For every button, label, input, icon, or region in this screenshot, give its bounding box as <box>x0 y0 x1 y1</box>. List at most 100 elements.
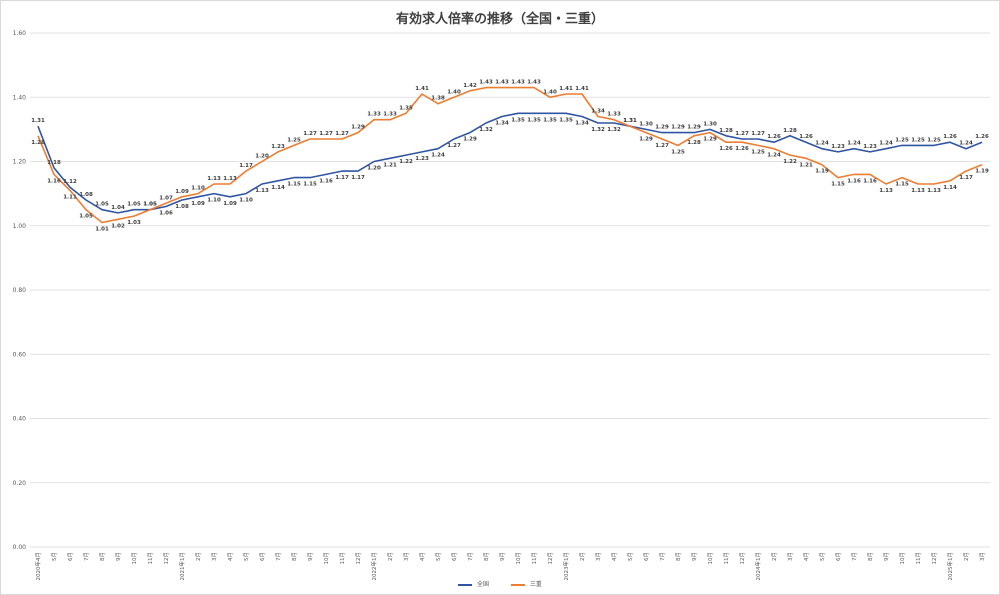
x-tick-label: 10月 <box>707 552 714 565</box>
data-label: 1.31 <box>31 118 45 124</box>
x-tick-label: 10月 <box>323 552 330 565</box>
x-tick-label: 8月 <box>291 552 298 561</box>
x-tick-label: 4月 <box>611 552 618 561</box>
x-tick-label: 2月 <box>579 552 586 561</box>
data-label: 1.28 <box>783 128 797 134</box>
legend-item-1[interactable]: 三重 <box>510 579 542 588</box>
data-label: 1.22 <box>783 159 797 165</box>
y-tick-label: 0.80 <box>13 287 27 294</box>
data-label: 1.26 <box>735 146 749 152</box>
x-tick-label: 6月 <box>643 552 650 561</box>
x-tick-label: 8月 <box>99 552 106 561</box>
data-label: 1.13 <box>207 176 221 182</box>
x-tick-label: 7月 <box>275 552 282 561</box>
legend-swatch-0 <box>458 583 473 586</box>
x-tick-label: 3月 <box>787 552 794 561</box>
data-label: 1.27 <box>735 131 749 137</box>
data-label: 1.26 <box>975 134 989 140</box>
data-label: 1.16 <box>863 178 877 184</box>
data-label: 1.31 <box>623 118 637 124</box>
x-tick-label: 6月 <box>451 552 458 561</box>
data-label: 1.24 <box>879 141 893 147</box>
data-label: 1.23 <box>831 144 845 150</box>
x-tick-label: 2021年1月 <box>178 552 186 581</box>
data-label: 1.05 <box>95 202 109 208</box>
data-labels: 1.311.181.121.081.051.041.05 1.051.061.08… <box>31 80 989 233</box>
y-tick-label: 0.60 <box>13 351 27 358</box>
x-tick-label: 12月 <box>355 552 362 565</box>
series-line-0 <box>37 112 983 214</box>
data-label: 1.23 <box>415 156 429 162</box>
data-label: 1.29 <box>463 137 477 143</box>
data-label: 1.43 <box>479 80 493 86</box>
legend-label-0: 全国 <box>477 581 490 588</box>
x-axis-ticks: 2020年4月 5月 6月 7月 8月 9月 10月 11月 12月 2021年1月 2月 3月 4月 5… <box>34 552 986 581</box>
y-tick-label: 0.00 <box>13 544 27 551</box>
x-tick-label: 11月 <box>147 552 154 565</box>
data-label: 1.12 <box>63 179 77 185</box>
x-tick-label: 4月 <box>419 552 426 561</box>
data-label: 1.43 <box>511 80 525 86</box>
x-tick-label: 2月 <box>963 552 970 561</box>
x-tick-label: 3月 <box>595 552 602 561</box>
x-tick-label: 9月 <box>499 552 506 561</box>
x-tick-label: 9月 <box>115 552 122 561</box>
x-tick-label: 11月 <box>915 552 922 565</box>
data-label: 1.20 <box>367 166 381 172</box>
data-label: 1.34 <box>495 121 509 127</box>
data-label: 1.21 <box>799 162 813 168</box>
data-label: 1.25 <box>895 137 909 143</box>
data-label: 1.10 <box>191 186 205 192</box>
data-label: 1.13 <box>879 188 893 194</box>
y-axis-ticks: 0.00 0.20 0.40 0.60 0.80 1.00 1.20 1.40 1.60 <box>13 30 27 551</box>
y-tick-label: 0.40 <box>13 416 27 423</box>
legend: 全国 三重 <box>0 579 1000 588</box>
data-label: 1.35 <box>527 117 541 123</box>
data-label: 1.31 <box>623 118 637 124</box>
data-label: 1.23 <box>271 144 285 150</box>
data-label: 1.24 <box>767 153 781 159</box>
x-tick-label: 9月 <box>883 552 890 561</box>
data-label: 1.30 <box>703 121 717 127</box>
data-label: 1.11 <box>63 194 77 200</box>
legend-item-0[interactable]: 全国 <box>458 579 489 588</box>
data-label: 1.13 <box>255 188 269 194</box>
data-label: 1.15 <box>831 182 845 188</box>
x-tick-label: 12月 <box>547 552 554 565</box>
data-label: 1.27 <box>447 143 461 149</box>
data-label: 1.40 <box>447 89 461 95</box>
x-tick-label: 10月 <box>515 552 522 565</box>
x-tick-label: 2月 <box>387 552 394 561</box>
data-label: 1.13 <box>911 188 925 194</box>
data-label: 1.25 <box>751 149 765 155</box>
data-label: 1.33 <box>367 112 381 118</box>
x-tick-label: 9月 <box>691 552 698 561</box>
chart-title: 有効求人倍率の推移（全国・三重） <box>395 12 604 27</box>
legend-swatch-1 <box>510 583 525 586</box>
gridlines <box>30 32 990 548</box>
x-tick-label: 12月 <box>163 552 170 565</box>
x-tick-label: 5月 <box>819 552 826 561</box>
data-label: 1.41 <box>575 86 589 92</box>
data-label: 1.16 <box>319 178 333 184</box>
data-label: 1.29 <box>703 137 717 143</box>
data-label: 1.24 <box>847 141 861 147</box>
x-tick-label: 2023年1月 <box>562 552 570 581</box>
data-label: 1.28 <box>719 128 733 134</box>
data-label: 1.10 <box>239 198 253 204</box>
x-tick-label: 7月 <box>467 552 474 561</box>
data-label: 1.14 <box>271 185 285 191</box>
data-label: 1.21 <box>383 162 397 168</box>
data-label: 1.34 <box>575 121 589 127</box>
data-label: 1.17 <box>959 175 973 181</box>
data-label: 1.16 <box>47 178 61 184</box>
data-label: 1.24 <box>431 153 445 159</box>
data-label: 1.08 <box>79 192 93 198</box>
data-label: 1.38 <box>431 96 445 102</box>
data-label: 1.18 <box>47 160 61 166</box>
data-label: 1.10 <box>207 198 221 204</box>
y-tick-label: 1.00 <box>13 223 27 230</box>
data-label: 1.26 <box>719 146 733 152</box>
x-tick-label: 5月 <box>51 552 58 561</box>
